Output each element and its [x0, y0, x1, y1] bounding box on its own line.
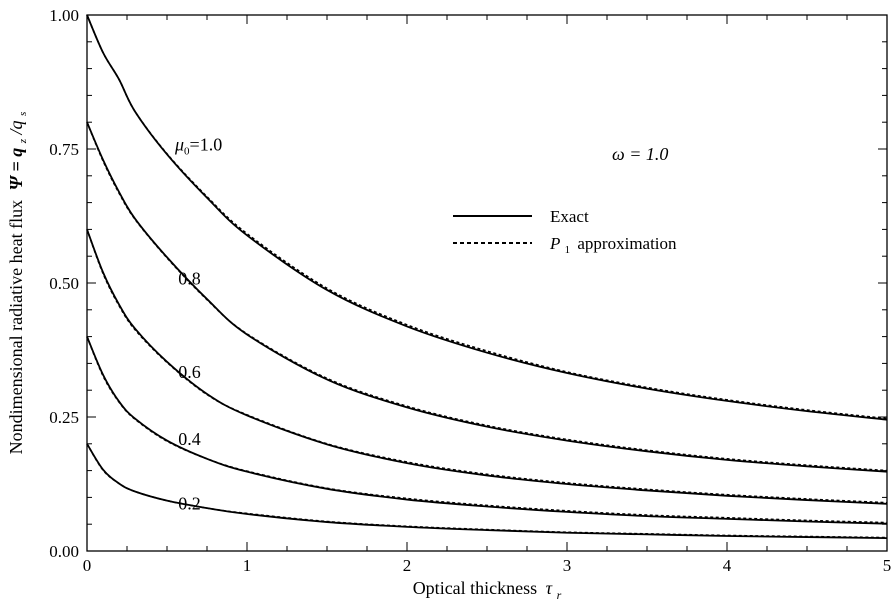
x-tick-label: 2 [403, 556, 412, 575]
y-tick-label: 0.50 [49, 274, 79, 293]
curve-labels: μ0=1.0 0.8 0.6 0.4 0.2 [174, 134, 222, 513]
legend: Exact P 1 approximation [453, 207, 677, 257]
p1-curve-1 [86, 121, 888, 472]
legend-label-exact: Exact [550, 207, 589, 226]
x-tick-label: 0 [83, 556, 92, 575]
x-axis-title-subscript: r [557, 588, 562, 600]
y-axis-title-sub2: s [17, 112, 29, 116]
omega-annotation: ω = 1.0 [612, 144, 668, 164]
curve-label-rest: =1.0 [190, 134, 223, 154]
x-tick-label: 3 [563, 556, 572, 575]
y-axis-title: Nondimensional radiative heat flux Ψ = q… [6, 112, 30, 455]
y-axis-title-mid: /q [6, 120, 26, 135]
curve-label-3: 0.4 [178, 429, 201, 449]
y-tick-label: 0.00 [49, 542, 79, 561]
curves [86, 14, 888, 540]
plot-frame [86, 14, 888, 552]
exact-curve-2 [86, 229, 888, 505]
exact-curve-4 [86, 443, 888, 540]
legend-p1-prefix-sub: 1 [565, 244, 571, 256]
y-axis-title-sub1: z [17, 138, 29, 144]
x-axis-title: Optical thickness τ r [413, 578, 562, 600]
exact-curve-3 [86, 336, 888, 525]
x-tick-label: 1 [243, 556, 252, 575]
x-axis-title-symbol: τ [546, 578, 553, 598]
x-tick-label: 5 [883, 556, 892, 575]
legend-p1-prefix: P [549, 234, 560, 253]
legend-p1-text: approximation [577, 234, 677, 253]
tick-labels: 0 1 2 3 4 5 0.00 0.25 0.50 0.75 1.00 [49, 6, 891, 575]
legend-label-p1: P 1 approximation [549, 234, 677, 257]
y-tick-label: 0.25 [49, 408, 79, 427]
curve-label-4: 0.2 [178, 493, 201, 513]
axis-ticks [86, 14, 888, 552]
curve-label-2: 0.6 [178, 362, 201, 382]
y-tick-label: 0.75 [49, 140, 79, 159]
x-tick-label: 4 [723, 556, 732, 575]
curve-label-0: μ0=1.0 [174, 134, 222, 157]
y-tick-label: 1.00 [49, 6, 79, 25]
exact-curve-1 [86, 121, 888, 473]
curve-label-1: 0.8 [178, 268, 201, 288]
y-axis-title-symbol: Ψ = q [6, 148, 26, 191]
curve-label-sub: 0 [184, 145, 190, 157]
exact-curve-0 [86, 14, 888, 421]
p1-curve-3 [86, 336, 888, 524]
x-axis-title-text: Optical thickness [413, 578, 537, 598]
curve-label-symbol: μ [174, 134, 184, 154]
y-axis-title-text: Nondimensional radiative heat flux [6, 200, 26, 454]
